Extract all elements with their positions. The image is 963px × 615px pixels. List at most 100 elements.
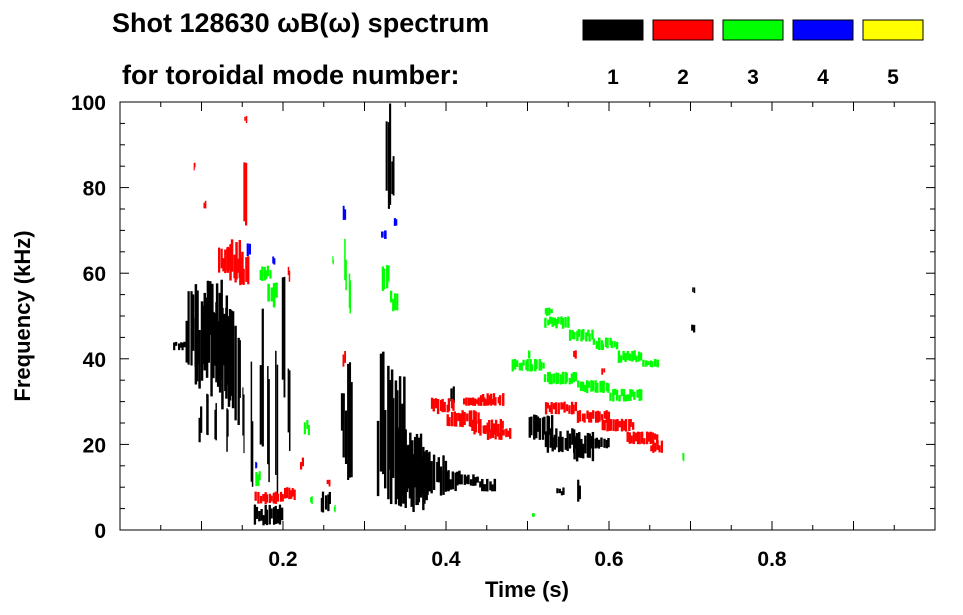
spectral-streak [451,471,455,490]
spectral-streak [578,410,582,422]
spectral-streak [528,350,530,359]
spectral-streak [577,479,580,502]
spectral-blob [592,337,619,351]
spectral-streak [200,301,204,381]
spectral-streak [572,404,575,414]
spectral-streak [605,440,609,449]
spectral-streak [251,421,254,487]
spectral-streak [460,474,463,485]
spectral-streak [206,280,210,335]
spectral-streak [529,359,532,372]
spectral-streak [562,487,565,495]
spectral-blob [344,238,347,291]
spectral-streak [591,329,594,340]
spectral-streak [488,419,491,432]
spectral-streak [552,403,556,410]
spectral-streak [692,287,694,293]
spectral-streak [562,403,565,410]
spectral-streak [474,420,478,433]
spectral-blob [333,504,336,513]
y-tick-label: 100 [71,92,106,115]
spectral-streak [193,162,195,171]
spectral-blob [320,491,331,513]
spectral-streak [594,411,598,423]
spectral-streak [218,313,222,379]
spectral-streak [544,402,548,415]
spectral-streak [576,330,579,341]
legend-label-2: 2 [677,66,689,89]
spectral-streak [459,413,462,427]
spectral-streak [430,397,434,409]
spectral-blob [310,496,313,505]
spectral-streak [550,415,554,440]
spectral-streak [615,341,619,350]
spectral-streak [658,445,661,453]
spectral-streak [349,280,352,314]
spectral-streak [583,384,586,392]
spectral-streak [511,359,514,372]
spectral-streak [603,411,606,419]
spectral-streak [628,432,631,444]
spectral-streak [637,351,641,362]
spectral-blob [287,266,291,282]
spectral-streak [528,417,531,438]
spectral-blob [214,403,217,441]
axis-ticks: 0.2 0.4 0.6 0.8 0 20 40 60 80 100 [71,92,935,571]
spectral-blob [528,414,554,440]
spectral-streak [407,444,410,489]
spectral-streak [229,310,233,396]
spectral-blob [198,406,203,443]
spectral-streak [192,294,195,351]
spectral-streak [600,437,603,447]
spectral-streak [238,239,242,279]
spectral-streak [603,419,606,431]
spectral-streak [474,477,477,486]
spectral-streak [619,355,623,363]
spectral-streak [628,353,632,361]
spectral-streak [225,307,228,399]
spectral-blob [450,386,455,403]
spectral-streak [426,453,429,496]
spectral-streak [473,419,476,435]
title-line-1: Shot 128630 ωB(ω) spectrum [112,8,489,38]
spectral-blob [543,371,578,385]
spectral-streak [430,461,433,494]
spectral-blob [544,316,570,329]
spectral-streak [450,411,454,427]
spectral-streak [386,264,389,289]
spectral-streak [242,268,245,285]
spectral-streak [603,438,606,448]
spectral-blob [544,307,553,316]
spectral-streak [195,292,199,382]
spectral-streak [481,394,485,402]
spectral-blob [528,350,531,359]
spectral-streak [291,488,294,497]
legend-label-1: 1 [607,66,619,89]
spectral-streak [553,317,557,326]
spectral-streak [223,313,226,366]
spectral-streak [342,205,345,220]
spectral-streak [418,454,422,490]
spectral-streak [585,332,588,342]
spectral-streak [279,491,283,502]
spectral-streak [210,306,213,397]
spectral-blob [463,474,479,486]
spectral-streak [592,410,595,419]
spectral-streak [591,380,595,392]
spectral-streak [609,392,612,401]
legend-swatch-5 [862,19,924,41]
spectral-streak [558,488,561,494]
spectral-streak [647,361,650,366]
spectral-streak [636,389,639,398]
spectral-streak [574,401,578,412]
spectral-streak [321,491,325,513]
spectral-streak [243,162,246,222]
spectral-streak [381,231,384,238]
legend-swatch-4 [792,19,854,41]
spectral-blob [203,200,207,209]
spectral-streak [571,330,574,340]
spectral-streak [436,399,440,415]
spectral-streak [606,337,609,349]
spectral-streak [616,418,619,431]
spectral-streak [589,435,592,449]
